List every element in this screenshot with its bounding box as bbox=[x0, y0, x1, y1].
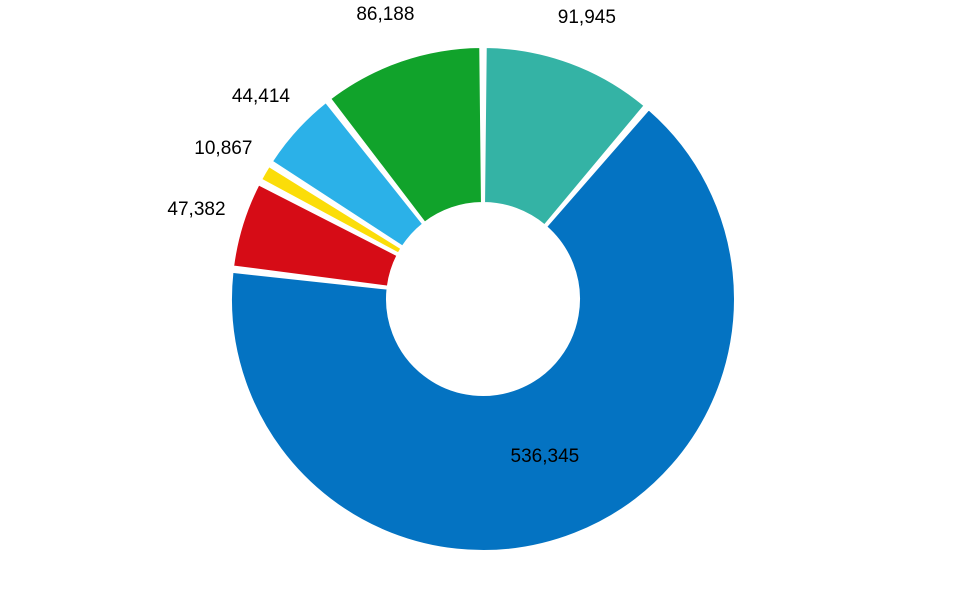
donut-chart: 91,945536,34547,38210,86744,41486,188 bbox=[0, 0, 966, 598]
donut-chart-svg bbox=[0, 0, 966, 598]
